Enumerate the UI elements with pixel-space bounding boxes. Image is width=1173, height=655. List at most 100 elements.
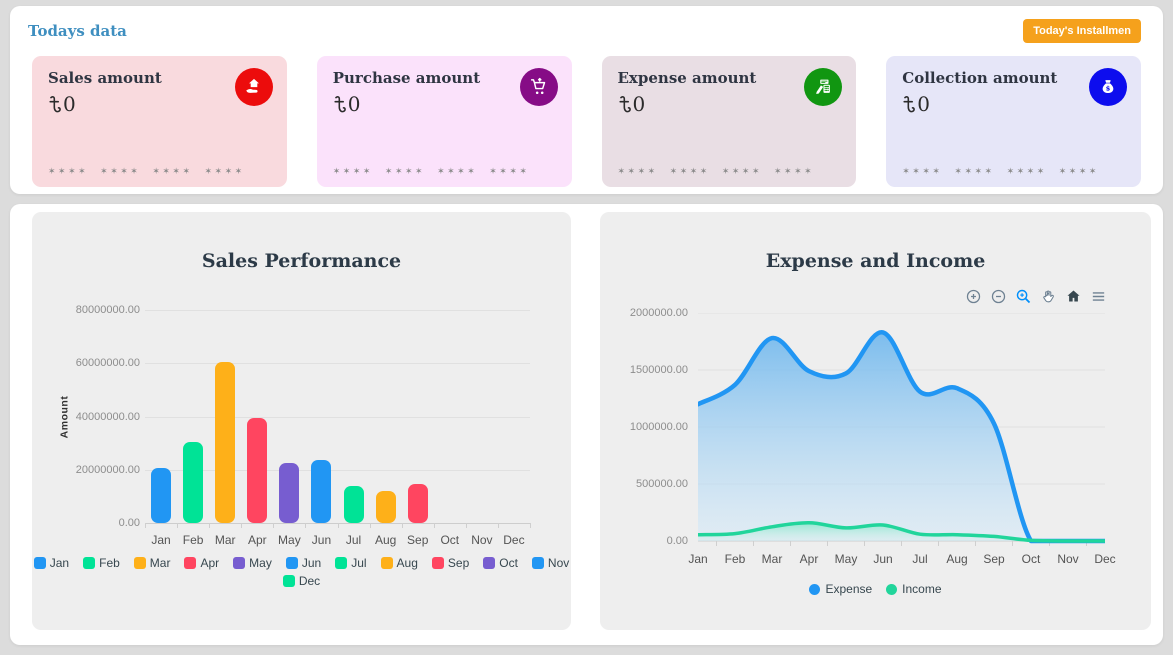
legend-item-aug[interactable]: Aug (380, 556, 418, 570)
masked-card-digits: ✶✶✶✶ ✶✶✶✶ ✶✶✶✶ ✶✶✶✶ (332, 166, 530, 176)
bar-jun (311, 460, 332, 523)
area-x-tick-label: Aug (946, 552, 968, 566)
expense-income-title: Expense and Income (765, 250, 986, 272)
legend-item-nov[interactable]: Nov (531, 556, 569, 570)
stat-card-amount: 0 (347, 92, 361, 116)
bar-x-tick (337, 523, 339, 528)
bar-x-tick-label: Nov (471, 533, 493, 547)
legend-item-jun[interactable]: Jun (285, 556, 321, 570)
menu-icon[interactable] (1090, 288, 1107, 305)
bar-x-tick (401, 523, 403, 528)
bar-x-tick-label: Oct (440, 533, 460, 547)
bar-legend-row: Jan Feb Mar Apr May Jun Jul Aug Sep Oct Nov (27, 556, 577, 570)
stat-card-expense-amount: Expense amount 0 ✶✶✶✶ ✶✶✶✶ ✶✶✶✶ ✶✶✶✶ (601, 56, 857, 187)
legend-item-expense[interactable]: Expense (809, 582, 872, 596)
legend-item-feb[interactable]: Feb (83, 556, 120, 570)
legend-item-dec[interactable]: Dec (282, 574, 320, 588)
bar-y-tick-label: 0.00 (118, 517, 140, 529)
bar-x-tick-label: Sep (407, 533, 429, 547)
legend-item-oct[interactable]: Oct (483, 556, 518, 570)
legend-label: Jan (49, 556, 70, 570)
area-y-tick-label: 1500000.00 (629, 364, 688, 376)
home-icon[interactable] (1065, 288, 1082, 305)
bar-may (279, 463, 300, 523)
bar-x-tick-label: Aug (374, 533, 397, 547)
area-chart-plot-area (695, 312, 1108, 547)
todays-data-heading: Todays data (28, 22, 127, 40)
bar-gridline (145, 469, 530, 471)
area-x-tick-label: Jan (688, 552, 708, 566)
legend-marker (233, 557, 246, 569)
shopping-cart-icon (519, 68, 558, 106)
stat-card-value: 0 (618, 92, 841, 116)
stat-card-value: 0 (333, 92, 556, 116)
area-legend-row: Expense Income (802, 582, 948, 596)
stat-card-collection-amount: Collection amount 0 $ ✶✶✶✶ ✶✶✶✶ ✶✶✶✶ ✶✶✶✶ (886, 56, 1141, 187)
legend-marker (335, 557, 348, 569)
selection-zoom-icon[interactable] (1015, 288, 1032, 305)
bar-y-tick-label: 60000000.00 (75, 357, 140, 370)
area-x-tick-label: May (834, 552, 858, 566)
expense-income-card: Expense and Income Expense Income 2000000… (600, 212, 1151, 630)
legend-label: Jul (351, 556, 367, 570)
bar-x-tick (209, 523, 211, 528)
stat-card-title: Collection amount (902, 69, 1058, 87)
todays-installment-button[interactable]: Today's Installmen (1023, 19, 1141, 43)
area-chart-svg (695, 312, 1108, 546)
sales-performance-title: Sales Performance (201, 250, 402, 272)
taka-currency-icon (903, 95, 916, 112)
bar-jan (151, 468, 172, 523)
masked-card-digits: ✶✶✶✶ ✶✶✶✶ ✶✶✶✶ ✶✶✶✶ (48, 166, 245, 176)
area-x-tick-label: Nov (1057, 552, 1079, 566)
bar-x-tick-label: Dec (503, 533, 525, 547)
bar-x-tick-label: Apr (247, 533, 267, 547)
stat-card-purchase-amount: Purchase amount 0 ✶✶✶✶ ✶✶✶✶ ✶✶✶✶ ✶✶✶✶ (316, 56, 572, 187)
area-x-tick-label: Oct (1021, 552, 1041, 566)
income-area (698, 522, 1105, 541)
legend-item-jul[interactable]: Jul (335, 556, 367, 570)
legend-item-may[interactable]: May (233, 556, 272, 570)
masked-card-digits: ✶✶✶✶ ✶✶✶✶ ✶✶✶✶ ✶✶✶✶ (617, 166, 815, 176)
bar-chart-legend: Jan Feb Mar Apr May Jun Jul Aug Sep Oct Nov Dec (32, 556, 571, 588)
bar-x-tick-label: Jan (151, 533, 171, 547)
bar-x-tick (177, 523, 179, 528)
stat-card-title: Purchase amount (332, 69, 481, 87)
area-x-tick-label: Sep (983, 552, 1005, 566)
expense-area (698, 332, 1105, 541)
masked-card-digits: ✶✶✶✶ ✶✶✶✶ ✶✶✶✶ ✶✶✶✶ (902, 166, 1099, 176)
legend-item-income[interactable]: Income (886, 582, 942, 596)
bar-x-tick-label: Jul (345, 533, 362, 547)
bar-x-tick (145, 523, 146, 528)
bar-x-tick (273, 523, 275, 528)
taka-currency-icon (618, 95, 631, 112)
taka-currency-icon (49, 95, 61, 112)
legend-item-mar[interactable]: Mar (133, 556, 170, 570)
legend-item-sep[interactable]: Sep (431, 556, 469, 570)
income-line (696, 521, 1107, 543)
pan-icon[interactable] (1040, 288, 1057, 305)
bar-feb (183, 442, 204, 523)
bar-x-tick-label: Mar (214, 533, 236, 547)
hand-holding-house-icon (234, 68, 273, 106)
stat-cards-row: Sales amount 0 ✶✶✶✶ ✶✶✶✶ ✶✶✶✶ ✶✶✶✶ Purchase… (32, 56, 1141, 187)
legend-item-jan[interactable]: Jan (33, 556, 70, 570)
bar-x-tick (497, 523, 499, 528)
bar-gridline (145, 416, 530, 418)
money-bag-icon: $ (1089, 68, 1127, 106)
zoom-in-icon[interactable] (965, 288, 982, 305)
legend-marker (483, 557, 496, 569)
bar-sep (407, 484, 428, 523)
legend-marker (282, 575, 295, 587)
taka-currency-icon (334, 95, 346, 112)
legend-marker (184, 557, 197, 569)
zoom-out-icon[interactable] (990, 288, 1007, 305)
bar-aug (375, 491, 396, 523)
legend-label: Aug (396, 556, 418, 570)
legend-item-apr[interactable]: Apr (184, 556, 219, 570)
legend-marker (83, 557, 96, 569)
bar-chart-plot-area (145, 310, 531, 528)
stat-card-title: Sales amount (48, 69, 162, 87)
area-y-tick-label: 0.00 (666, 535, 688, 547)
bar-gridline (145, 310, 530, 311)
